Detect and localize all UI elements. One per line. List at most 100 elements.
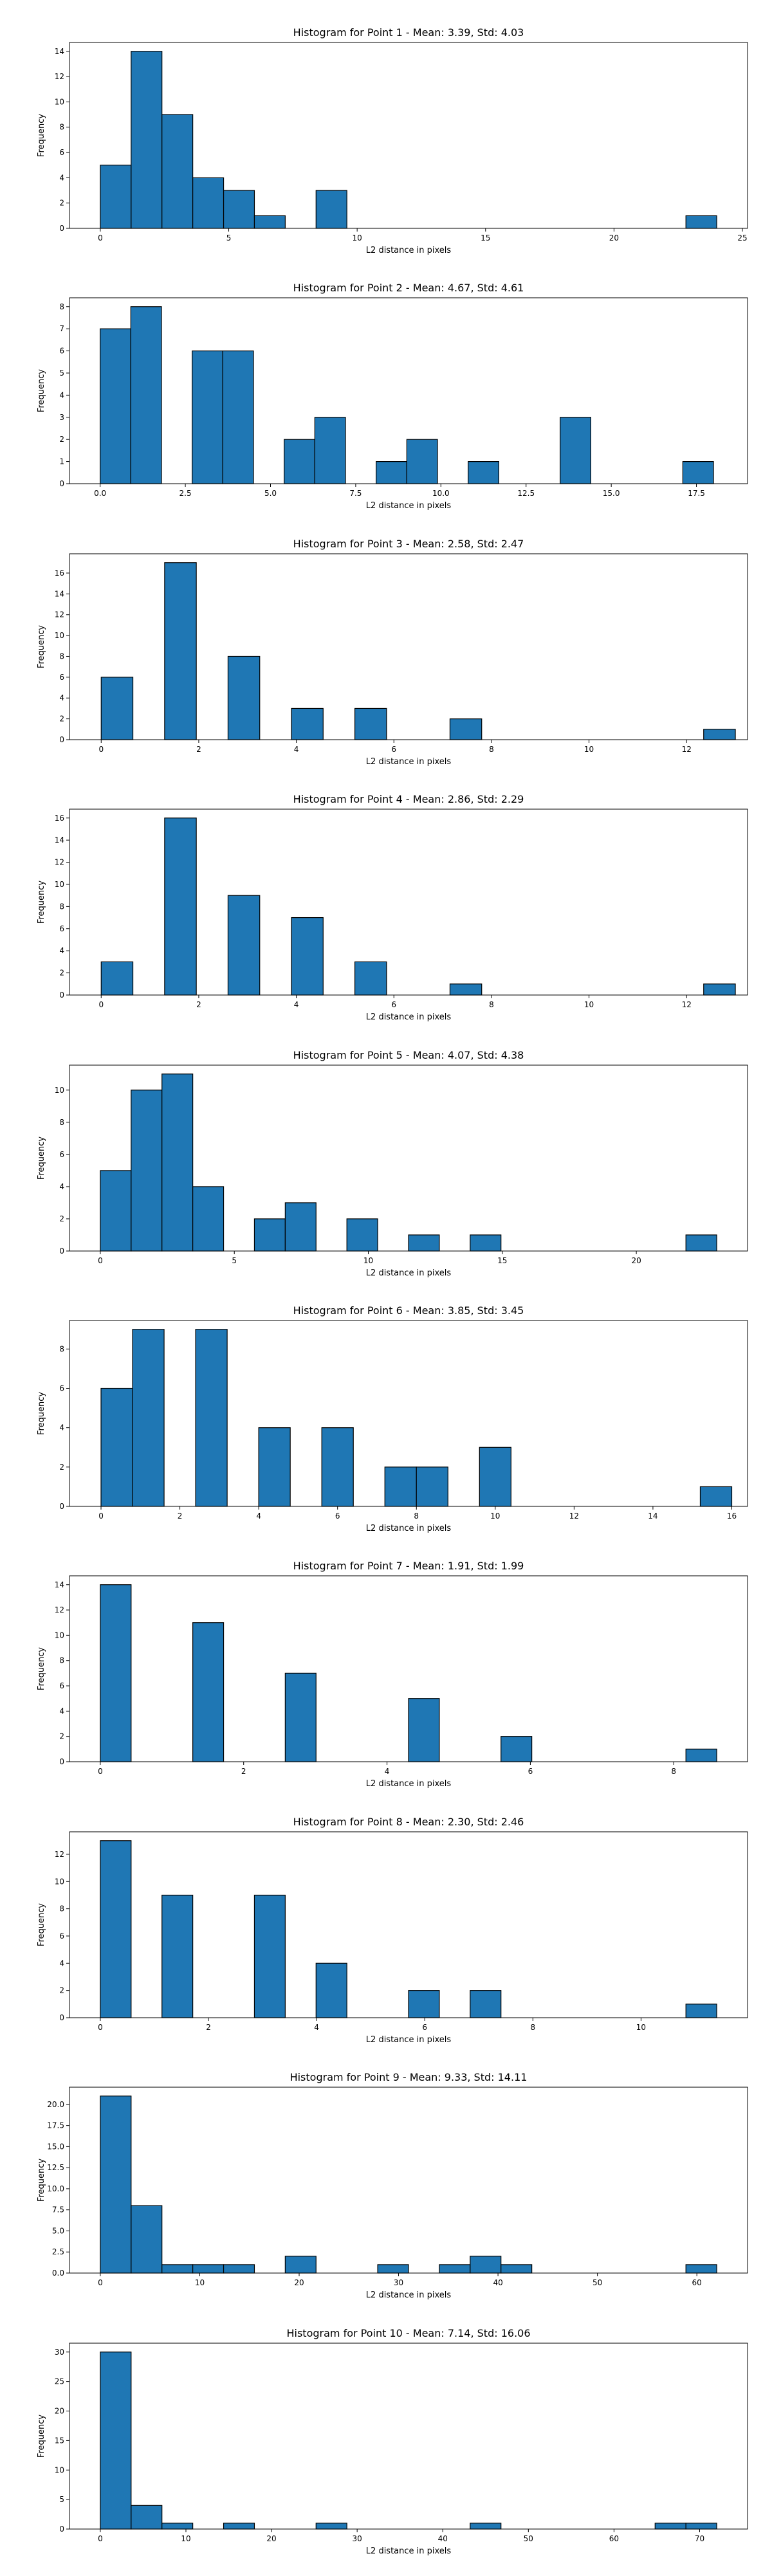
y-tick-label: 15: [55, 2436, 64, 2445]
y-tick-label: 12: [55, 858, 64, 867]
histogram-bar: [470, 2256, 502, 2274]
x-tick-label: 30: [353, 2534, 362, 2543]
histogram-bar: [284, 2256, 317, 2274]
y-tick-label: 2: [59, 435, 64, 444]
x-tick-label: 20: [631, 1256, 641, 1265]
x-tick-label: 2: [196, 1000, 201, 1009]
histogram-bar: [685, 2004, 717, 2018]
x-tick-label: 2: [241, 1767, 246, 1776]
x-tick-label: 20: [609, 233, 619, 242]
x-tick-label: 0: [98, 745, 104, 754]
x-tick-label: 50: [593, 2278, 602, 2287]
histogram-bar: [132, 1329, 165, 1507]
y-tick-label: 8: [59, 1656, 64, 1665]
histogram-bar: [284, 1672, 317, 1762]
x-tick-label: 8: [414, 1512, 419, 1521]
y-tick-label: 0: [59, 1757, 64, 1766]
histogram-5: 0 5 10 15 20 0 2 4 6 8 10 Histogram for Point 5 - M…: [37, 1049, 748, 1278]
x-tick-label: 6: [391, 1000, 396, 1009]
x-tick-label: 10: [353, 233, 362, 242]
y-tick-label: 8: [59, 1344, 64, 1353]
y-axis-label: Frequency: [37, 114, 46, 157]
x-tick-label: 15.0: [603, 489, 620, 498]
histogram-bar: [253, 215, 286, 229]
chart-title: Histogram for Point 5 - Mean: 4.07, Std:…: [293, 1049, 524, 1061]
y-tick-label: 17.5: [47, 2121, 64, 2130]
plot-frame: [69, 1831, 748, 2018]
y-tick-label: 0: [59, 1502, 64, 1511]
y-tick-label: 14: [55, 47, 64, 56]
x-axis-label: L2 distance in pixels: [366, 757, 452, 767]
x-tick-label: 16: [727, 1512, 737, 1521]
x-tick-label: 30: [394, 2278, 403, 2287]
x-tick-label: 20: [266, 2534, 276, 2543]
x-tick-label: 0.0: [94, 489, 106, 498]
y-tick-label: 10: [55, 97, 64, 106]
histogram-bar: [479, 1447, 511, 1507]
x-tick-label: 12.5: [517, 489, 535, 498]
y-tick-label: 5.0: [52, 2226, 64, 2235]
histogram-bar: [161, 1073, 194, 1252]
histogram-bar: [192, 350, 223, 484]
y-tick-label: 7.5: [52, 2206, 64, 2215]
x-tick-label: 10: [181, 2534, 190, 2543]
histogram-bar: [192, 1622, 225, 1762]
histogram-bar: [408, 1990, 440, 2018]
histogram-bar: [703, 983, 736, 996]
y-tick-label: 10: [55, 631, 64, 640]
x-axis-label: L2 distance in pixels: [366, 1779, 452, 1789]
y-tick-label: 25: [55, 2377, 64, 2386]
plot-frame: [69, 2343, 748, 2530]
plot-frame: [69, 1320, 748, 1507]
histogram-bar: [100, 1840, 132, 2018]
x-tick-label: 50: [524, 2534, 533, 2543]
x-axis-label: L2 distance in pixels: [366, 1012, 452, 1022]
y-tick-label: 6: [59, 673, 64, 682]
histogram-bar: [560, 417, 591, 484]
y-tick-label: 14: [55, 1580, 64, 1589]
x-axis-label: L2 distance in pixels: [366, 1524, 452, 1533]
histogram-bar: [130, 306, 162, 484]
histogram-bar: [685, 2264, 717, 2274]
y-tick-label: 6: [59, 1384, 64, 1393]
histogram-9: 0 10 20 30 40 50 60 0.0 2.5 5.0 7.5 10.0 12.5 15.0 17.…: [37, 2071, 748, 2300]
x-tick-label: 14: [648, 1512, 657, 1521]
chart-title: Histogram for Point 2 - Mean: 4.67, Std:…: [293, 282, 524, 294]
x-tick-label: 10: [363, 1256, 373, 1265]
x-tick-label: 8: [671, 1767, 676, 1776]
histogram-bar: [131, 2205, 163, 2274]
histogram-bar: [408, 1698, 440, 1762]
histogram-bar: [253, 1894, 286, 2018]
chart-title: Histogram for Point 9 - Mean: 9.33, Std:…: [290, 2071, 528, 2083]
histogram-6: 0 2 4 6 8 10 12 14 16 0 2 4 6 8 Histogram for Point 6 …: [37, 1304, 748, 1533]
y-tick-label: 12: [55, 610, 64, 619]
histogram-bar: [449, 718, 482, 740]
y-tick-label: 1: [59, 457, 64, 466]
x-tick-label: 0: [98, 2023, 103, 2032]
histogram-2: 0.0 2.5 5.0 7.5 10.0 12.5 15.0 17.5 0 1 2 3 4 5 6 7 8 His…: [37, 282, 748, 511]
histogram-bar: [682, 461, 714, 484]
y-tick-label: 30: [55, 2348, 64, 2357]
y-tick-label: 6: [59, 347, 64, 356]
plot-frame: [69, 42, 748, 229]
x-tick-label: 12: [682, 745, 692, 754]
histogram-bar: [314, 417, 346, 484]
x-tick-label: 60: [609, 2534, 619, 2543]
y-tick-label: 10: [55, 1086, 64, 1095]
y-tick-label: 6: [59, 924, 64, 933]
x-tick-label: 5.0: [264, 489, 277, 498]
histogram-bar: [223, 190, 255, 229]
x-tick-label: 17.5: [688, 489, 705, 498]
x-tick-label: 2: [206, 2023, 211, 2032]
plot-frame: [69, 1575, 748, 1762]
y-axis-label: Frequency: [37, 1647, 46, 1690]
y-tick-label: 16: [55, 569, 64, 578]
histogram-bar: [416, 1466, 448, 1507]
plot-frame: [69, 297, 748, 484]
x-tick-label: 12: [682, 1000, 692, 1009]
plot-frame: [69, 1064, 748, 1252]
y-tick-label: 8: [59, 1905, 64, 1914]
y-axis-label: Frequency: [37, 2415, 46, 2458]
x-tick-label: 2: [178, 1512, 183, 1521]
histogram-bar: [284, 439, 315, 484]
